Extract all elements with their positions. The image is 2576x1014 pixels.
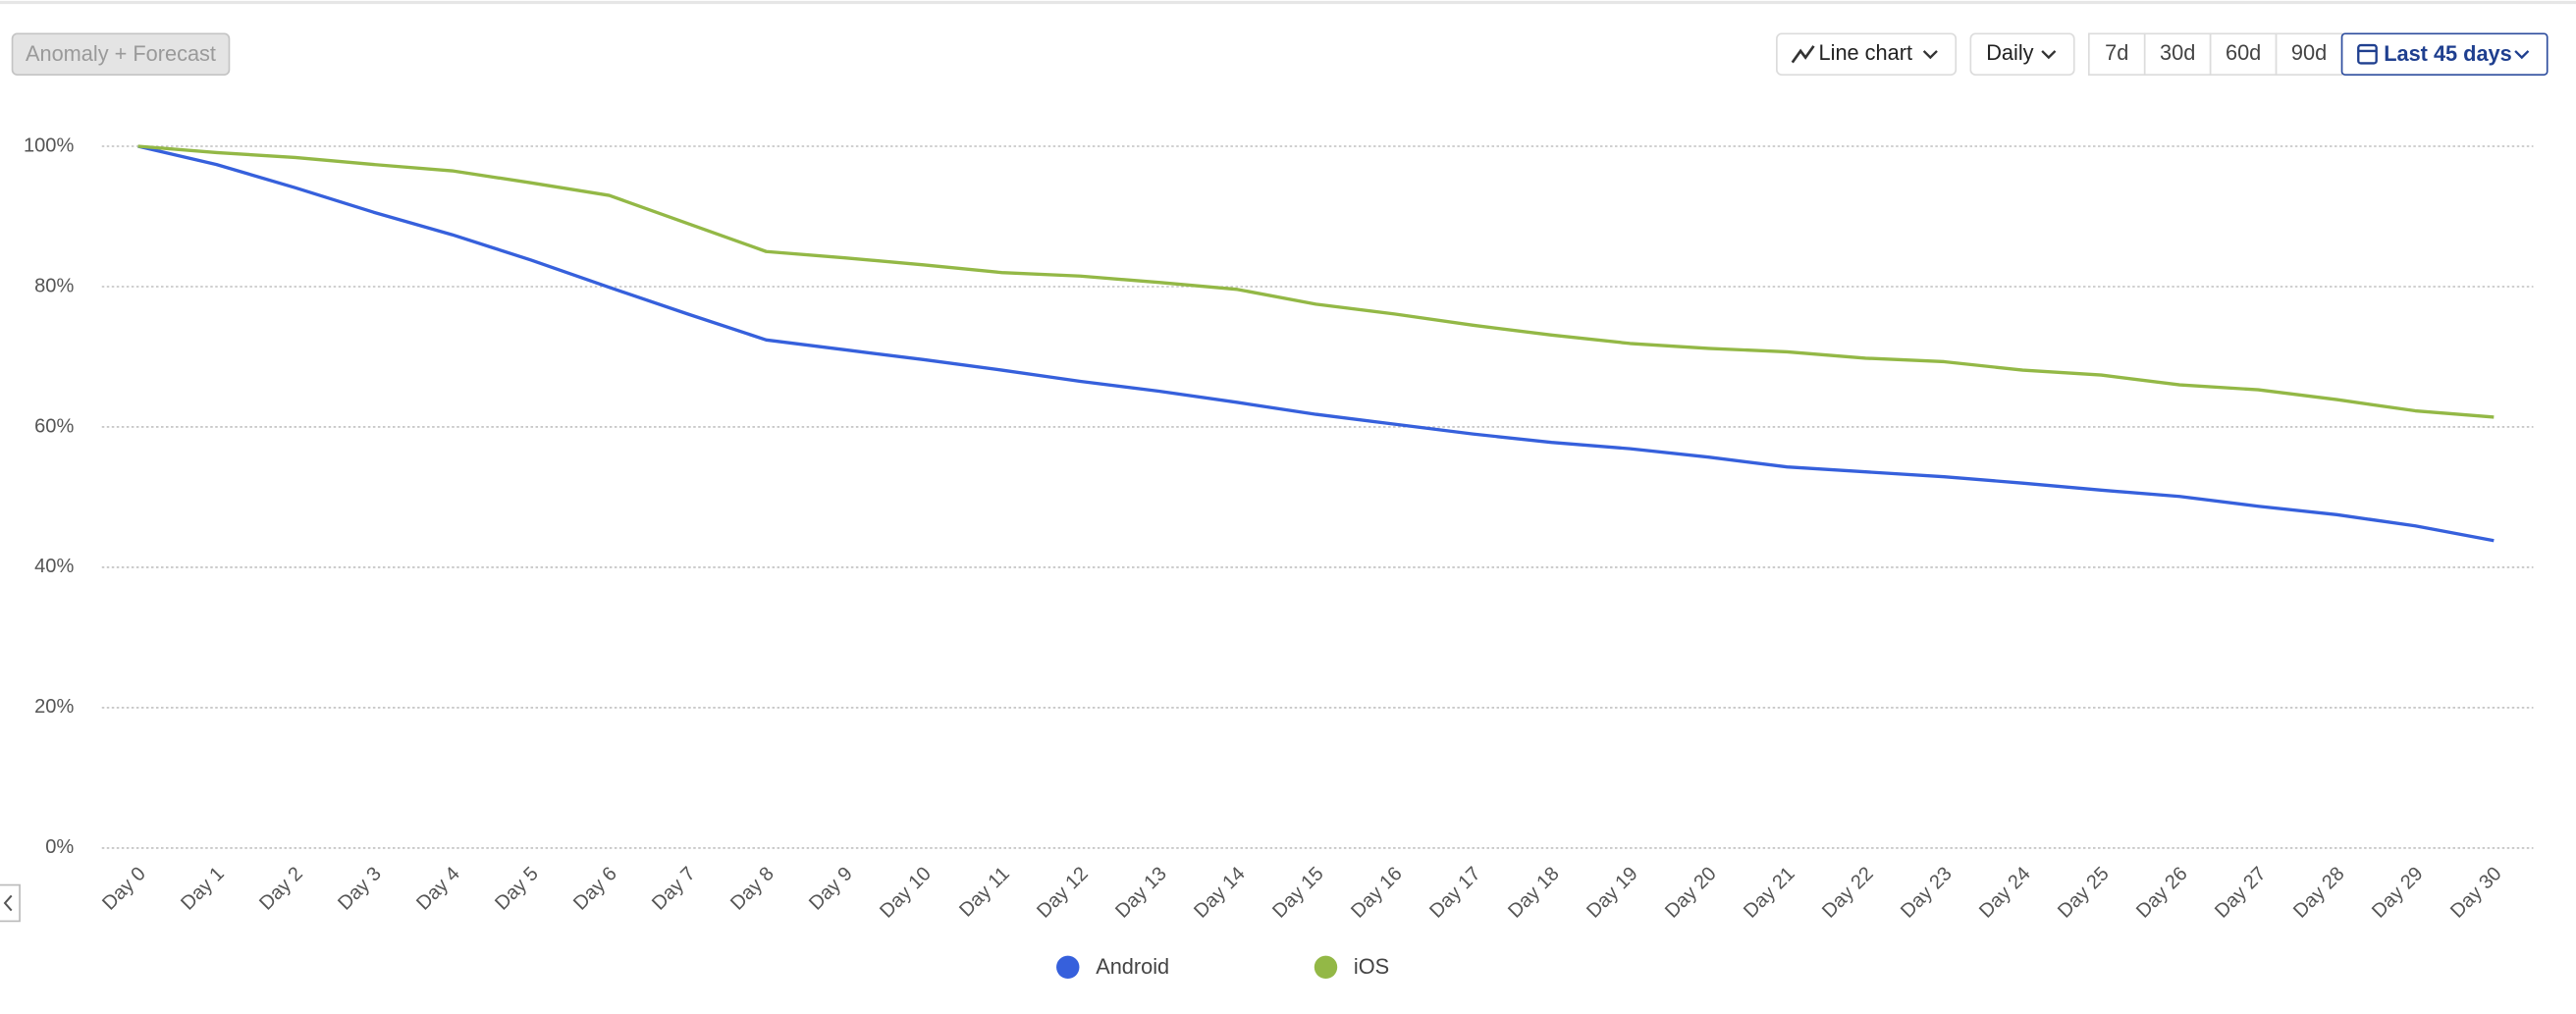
y-tick-label: 20% xyxy=(34,696,74,718)
button-label: Last 45 days xyxy=(2384,41,2512,66)
chevron-icon xyxy=(1922,50,1938,60)
x-tick-label: Day 5 xyxy=(491,863,543,915)
legend-item[interactable]: Android xyxy=(1056,954,1169,980)
plot: 0% 20% 40% 60% 80% 100% Day 0 Day 1 Day 2 Day 3 Da… xyxy=(24,134,2534,980)
calendar-icon xyxy=(2357,43,2378,65)
button-label: 30d xyxy=(2160,40,2195,65)
x-tick-label: Day 27 xyxy=(2211,863,2271,923)
button-frame xyxy=(11,32,231,77)
range-buttons: 7d 30d 60d 90d xyxy=(2087,32,2343,77)
legend-label: iOS xyxy=(1354,954,1389,979)
x-tick-label: Day 12 xyxy=(1033,863,1093,923)
x-tick-label: Day 10 xyxy=(876,863,936,923)
x-tick-label: Day 28 xyxy=(2289,863,2349,923)
x-tick-label: Day 21 xyxy=(1740,863,1799,923)
x-tick-label: Day 18 xyxy=(1504,863,1564,923)
data-line xyxy=(137,144,2495,543)
y-tick-label: 40% xyxy=(34,556,74,577)
x-tick-label: Day 0 xyxy=(98,863,150,915)
chevron-icon xyxy=(3,894,13,912)
x-tick-label: Day 3 xyxy=(334,863,386,915)
x-tick-label: Day 19 xyxy=(1583,863,1642,923)
button-frame xyxy=(2340,32,2549,77)
button-frame xyxy=(1776,32,1958,77)
x-tick-label: Day 24 xyxy=(1975,863,2035,923)
chevron-icon xyxy=(2514,50,2530,60)
button-label: 60d xyxy=(2226,40,2261,65)
range-button[interactable]: 90d xyxy=(2275,32,2343,77)
date-range-button[interactable]: Last 45 days xyxy=(2340,32,2549,77)
chevron-icon xyxy=(2041,50,2057,60)
y-tick-label: 0% xyxy=(45,836,74,858)
line-chart-icon xyxy=(1791,45,1815,64)
button-label: Anomaly + Forecast xyxy=(26,41,216,66)
x-tick-label: Day 2 xyxy=(255,863,307,915)
button-label: 90d xyxy=(2291,40,2327,65)
interval-button[interactable]: Daily xyxy=(1969,32,2075,77)
range-button[interactable]: 30d xyxy=(2143,32,2212,77)
button-frame xyxy=(1969,32,2075,77)
y-tick-label: 80% xyxy=(34,275,74,296)
anomaly-button[interactable]: Anomaly + Forecast xyxy=(11,32,231,77)
button-label: Daily xyxy=(1986,40,2033,65)
button-label: 7d xyxy=(2105,40,2128,65)
legend-swatch xyxy=(1314,955,1338,980)
x-tick-label: Day 16 xyxy=(1347,863,1407,923)
y-tick-label: 100% xyxy=(24,134,74,156)
x-tick-label: Day 7 xyxy=(648,863,700,915)
x-tick-label: Day 1 xyxy=(177,863,229,915)
button-frame xyxy=(0,883,21,923)
range-button[interactable]: 7d xyxy=(2087,32,2146,77)
legend-swatch xyxy=(1056,955,1080,980)
x-tick-label: Day 4 xyxy=(412,863,464,915)
y-tick-label: 60% xyxy=(34,415,74,437)
range-button[interactable]: 60d xyxy=(2209,32,2278,77)
button-label: Line chart xyxy=(1819,40,1913,65)
scroll-left-button[interactable] xyxy=(0,883,21,923)
button-frame xyxy=(2275,32,2343,77)
x-tick-label: Day 13 xyxy=(1111,863,1171,923)
legend-item[interactable]: iOS xyxy=(1314,954,1389,980)
x-tick-label: Day 11 xyxy=(955,863,1013,922)
button-frame xyxy=(2143,32,2212,77)
chart-type-button[interactable]: Line chart xyxy=(1776,32,1958,77)
x-tick-label: Day 17 xyxy=(1425,863,1485,923)
legend-label: Android xyxy=(1096,954,1169,979)
button-frame xyxy=(2209,32,2278,77)
x-tick-label: Day 26 xyxy=(2132,863,2192,923)
x-tick-label: Day 22 xyxy=(1818,863,1878,923)
x-tick-label: Day 30 xyxy=(2446,863,2506,923)
x-tick-label: Day 9 xyxy=(805,863,857,915)
data-line xyxy=(137,144,2495,419)
x-tick-label: Day 29 xyxy=(2368,863,2428,923)
x-tick-label: Day 14 xyxy=(1190,863,1250,923)
x-tick-label: Day 25 xyxy=(2054,863,2114,923)
x-tick-label: Day 23 xyxy=(1897,863,1957,923)
x-tick-label: Day 20 xyxy=(1661,863,1721,923)
x-tick-label: Day 8 xyxy=(726,863,778,915)
x-tick-label: Day 15 xyxy=(1268,863,1328,923)
x-tick-label: Day 6 xyxy=(569,863,621,915)
